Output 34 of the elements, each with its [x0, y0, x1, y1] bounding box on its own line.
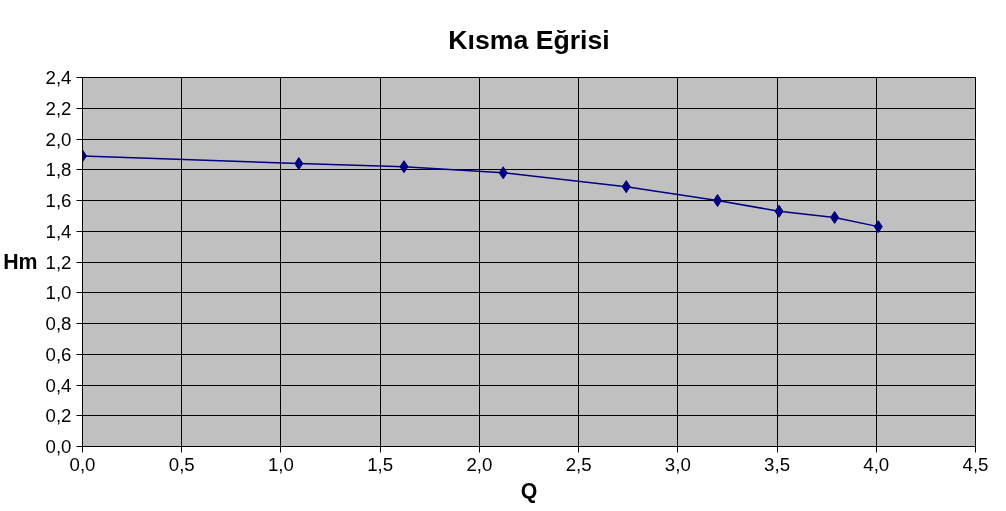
- y-tick-label: 1,0: [45, 282, 72, 304]
- x-tick-label: 2,0: [466, 453, 493, 475]
- y-tick-label: 1,2: [45, 251, 72, 273]
- x-tick-label: 3,0: [664, 453, 691, 475]
- y-tick-label: 1,4: [45, 220, 72, 242]
- y-tick-label: 2,4: [45, 67, 72, 88]
- point: [774, 204, 784, 218]
- y-tick-label: 0,6: [45, 343, 72, 365]
- x-tick-label: 1,5: [367, 453, 394, 475]
- point: [713, 194, 723, 207]
- x-tick-label: 4,5: [962, 453, 989, 475]
- point: [830, 210, 840, 224]
- chart-title: Kısma Eğrisi: [448, 25, 610, 55]
- y-tick-label: 0,4: [45, 374, 72, 396]
- x-tick-label: 0,5: [168, 453, 195, 475]
- y-tick-label: 0,0: [45, 436, 72, 457]
- y-tick-label: 2,0: [45, 128, 72, 150]
- y-tick-label: 1,8: [45, 159, 72, 181]
- x-tick-label: 4,0: [863, 453, 890, 475]
- x-tick-label: 3,5: [764, 453, 791, 475]
- y-tick-label: 0,8: [45, 313, 72, 334]
- y-axis-title: Hm: [3, 250, 38, 274]
- point: [873, 220, 883, 234]
- y-tick-label: 2,2: [45, 97, 72, 119]
- point: [399, 160, 409, 174]
- y-tick-label: 1,6: [45, 190, 72, 211]
- x-axis-title: Q: [520, 478, 538, 503]
- x-tick-label: 2,5: [565, 453, 592, 475]
- x-tick-label: 0,0: [69, 453, 96, 475]
- x-tick-label: 1,0: [267, 453, 294, 475]
- point: [294, 157, 304, 171]
- y-tick-label: 0,2: [45, 405, 72, 427]
- point: [498, 166, 508, 180]
- point: [621, 180, 631, 194]
